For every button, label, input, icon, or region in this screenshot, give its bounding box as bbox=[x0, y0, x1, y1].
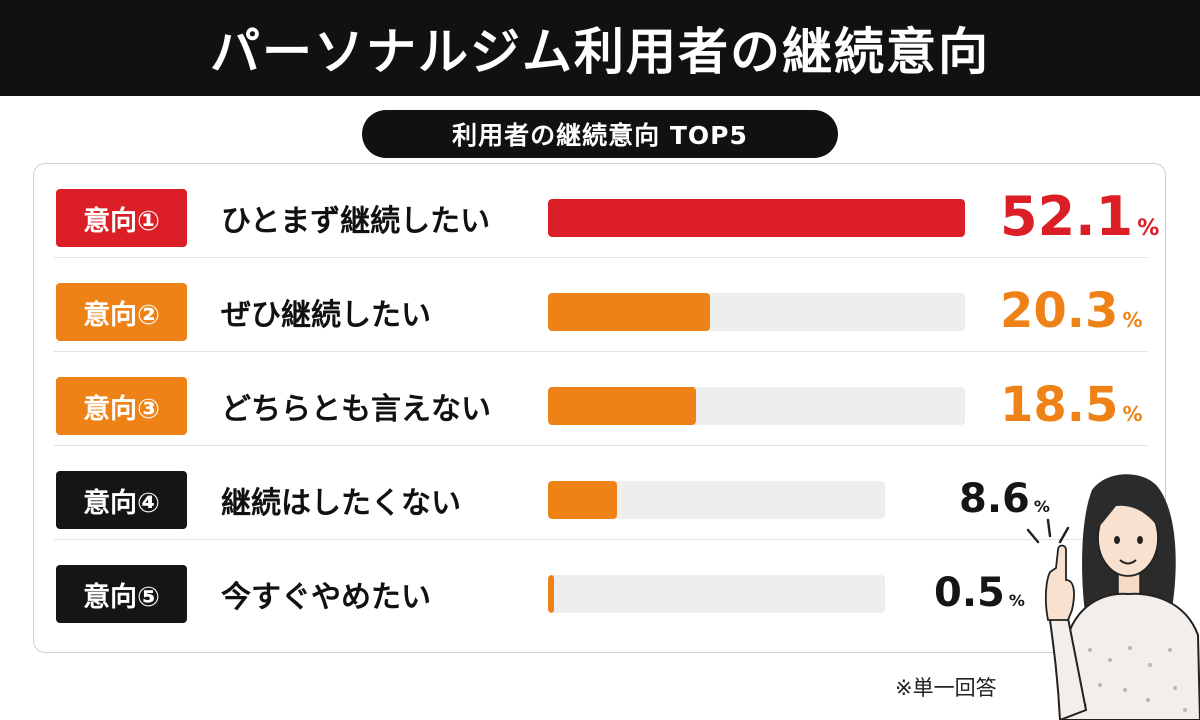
chart-subtitle-pill: 利用者の継続意向 TOP5 bbox=[362, 110, 838, 158]
value-unit: % bbox=[1008, 591, 1025, 610]
value-number: 20.3 bbox=[1000, 283, 1119, 339]
bar-track bbox=[548, 575, 885, 613]
bar bbox=[548, 199, 965, 237]
page-title: パーソナルジム利用者の継続意向 bbox=[0, 0, 1200, 96]
data-label: 0.5% bbox=[934, 558, 1025, 628]
bar bbox=[548, 293, 711, 331]
bar-track bbox=[548, 293, 965, 331]
data-label: 20.3% bbox=[1000, 276, 1142, 346]
rank-badge: 意向① bbox=[56, 189, 187, 247]
value-unit: % bbox=[1122, 402, 1143, 426]
bar bbox=[548, 575, 554, 613]
chart-row: 意向⑤ 今すぐやめたい 0.5% bbox=[34, 540, 1167, 634]
pointing-woman-illustration bbox=[1026, 474, 1200, 720]
row-divider bbox=[54, 539, 1147, 540]
chart-row: 意向① ひとまず継続したい 52.1% bbox=[34, 164, 1167, 258]
footnote: ※単一回答 bbox=[895, 676, 997, 700]
chart-panel: 意向① ひとまず継続したい 52.1% 意向② ぜひ継続したい 20.3% 意向③ どちらとも… bbox=[33, 163, 1166, 653]
chart-row: 意向② ぜひ継続したい 20.3% bbox=[34, 258, 1167, 352]
bar-track bbox=[548, 199, 965, 237]
value-unit: % bbox=[1122, 308, 1143, 332]
rank-badge: 意向② bbox=[56, 283, 187, 341]
value-unit: % bbox=[1137, 216, 1160, 241]
category-label: 今すぐやめたい bbox=[221, 580, 431, 615]
row-divider bbox=[54, 351, 1147, 352]
value-number: 8.6 bbox=[959, 476, 1030, 522]
bar-track bbox=[548, 481, 885, 519]
chart-row: 意向④ 継続はしたくない 8.6% bbox=[34, 446, 1167, 540]
data-label: 52.1% bbox=[1000, 182, 1159, 252]
rank-badge: 意向③ bbox=[56, 377, 187, 435]
emphasis-lines-icon bbox=[1026, 518, 1070, 544]
data-label: 18.5% bbox=[1000, 370, 1142, 440]
category-label: 継続はしたくない bbox=[221, 486, 461, 521]
rank-badge: 意向④ bbox=[56, 471, 187, 529]
category-label: ぜひ継続したい bbox=[221, 298, 431, 333]
value-number: 18.5 bbox=[1000, 377, 1119, 433]
rank-badge: 意向⑤ bbox=[56, 565, 187, 623]
value-unit: % bbox=[1033, 497, 1050, 516]
category-label: ひとまず継続したい bbox=[221, 204, 491, 239]
bar-track bbox=[548, 387, 965, 425]
chart-row: 意向③ どちらとも言えない 18.5% bbox=[34, 352, 1167, 446]
row-divider bbox=[54, 445, 1147, 446]
value-number: 0.5 bbox=[934, 570, 1005, 616]
category-label: どちらとも言えない bbox=[221, 392, 491, 427]
bar bbox=[548, 387, 697, 425]
bar bbox=[548, 481, 617, 519]
data-label: 8.6% bbox=[959, 464, 1050, 534]
row-divider bbox=[54, 257, 1147, 258]
value-number: 52.1 bbox=[1000, 185, 1134, 248]
